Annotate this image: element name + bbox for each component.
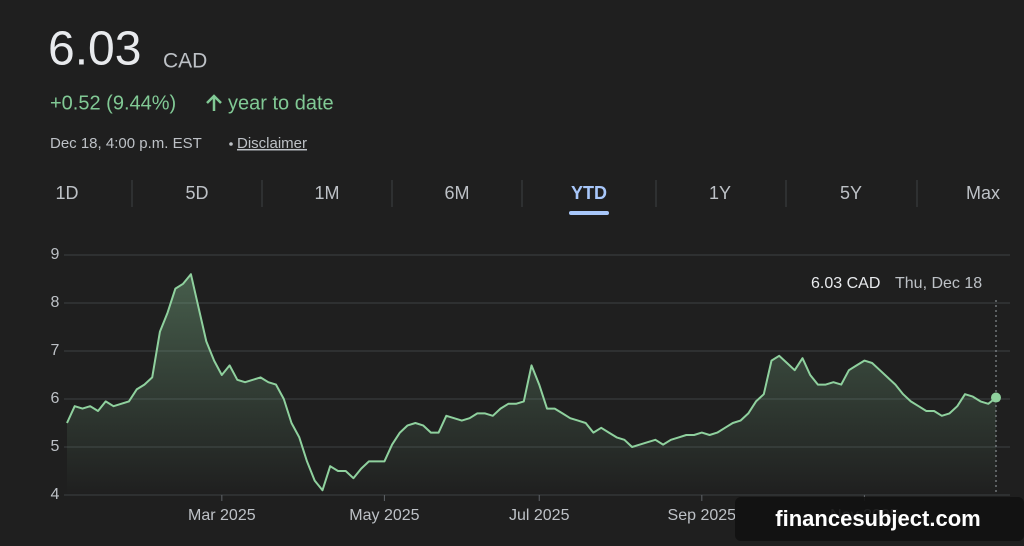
- tooltip-price: 6.03 CAD: [811, 275, 880, 292]
- up-arrow: [206, 94, 222, 111]
- currency: CAD: [163, 50, 207, 73]
- price-line: [66, 273, 997, 492]
- disclaimer-link[interactable]: Disclaimer: [237, 135, 307, 152]
- x-tick-label: Sep 2025: [668, 507, 737, 524]
- tooltip-box: [797, 267, 1007, 300]
- timestamp: Dec 18, 4:00 p.m. EST: [50, 135, 202, 152]
- y-tick-label: 6: [51, 390, 60, 407]
- period: year to date: [228, 92, 334, 114]
- range-tab[interactable]: Max: [966, 183, 1000, 203]
- x-tick-label: Jul 2025: [509, 507, 570, 524]
- selected-underline: [569, 211, 609, 215]
- range-tab[interactable]: 6M: [444, 183, 469, 203]
- hover-point: [991, 392, 1001, 403]
- range-tab[interactable]: 1D: [55, 183, 78, 203]
- range-tabs: 1D 5D 1M 6M YTD 1Y 5Y Max: [55, 180, 1000, 215]
- range-tab[interactable]: 5Y: [840, 183, 862, 203]
- range-tab[interactable]: 1M: [314, 183, 339, 203]
- y-tick-label: 8: [51, 294, 60, 311]
- tooltip-date: Thu, Dec 18: [895, 275, 982, 292]
- y-tick-label: 7: [51, 342, 60, 359]
- price: 6.03: [48, 23, 141, 76]
- range-tab[interactable]: 5D: [185, 183, 208, 203]
- range-tab[interactable]: YTD: [571, 183, 607, 203]
- x-tick-label: May 2025: [349, 507, 419, 524]
- watermark-bg: [735, 497, 1024, 541]
- change: +0.52 (9.44%): [50, 92, 176, 114]
- x-tick-label: Mar 2025: [188, 507, 256, 524]
- range-tab[interactable]: 1Y: [709, 183, 731, 203]
- y-tick-label: 4: [51, 486, 60, 503]
- y-tick-label: 5: [51, 438, 60, 455]
- y-tick-label: 9: [51, 246, 60, 263]
- watermark: financesubject.com: [775, 506, 980, 531]
- separator-dot: [229, 142, 233, 146]
